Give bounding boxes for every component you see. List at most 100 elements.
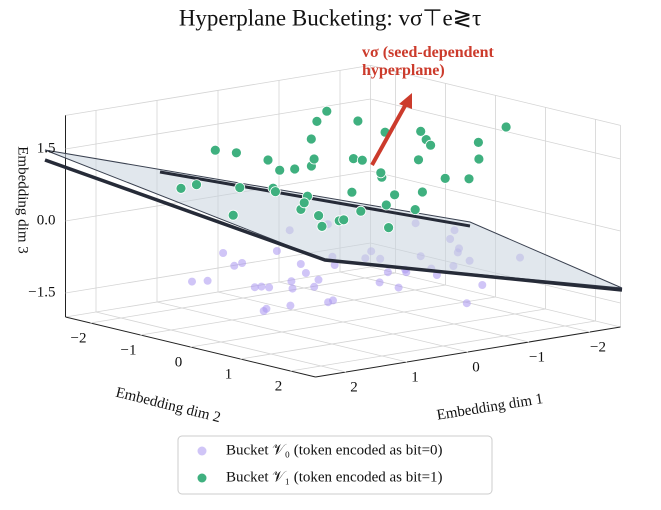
legend-items: Bucket 𝒱₀ (token encoded as bit=0) Bucket… bbox=[197, 442, 443, 485]
point bbox=[356, 154, 368, 166]
point bbox=[305, 133, 317, 145]
chart-title: Hyperplane Bucketing: vσ⊤e≷τ bbox=[179, 5, 481, 30]
point bbox=[230, 147, 242, 159]
point bbox=[219, 249, 228, 257]
point bbox=[269, 186, 281, 198]
x-tick-label: 2 bbox=[350, 379, 358, 395]
point bbox=[478, 281, 487, 289]
point bbox=[234, 182, 246, 194]
point bbox=[409, 204, 421, 216]
point bbox=[415, 125, 427, 137]
point bbox=[463, 173, 475, 185]
point bbox=[272, 247, 281, 255]
point bbox=[289, 163, 301, 175]
point bbox=[314, 275, 323, 284]
x-tick-label: 0 bbox=[472, 359, 480, 375]
point bbox=[330, 261, 339, 269]
point bbox=[416, 186, 428, 198]
point bbox=[311, 116, 323, 127]
x-tick-label: −1 bbox=[529, 349, 545, 365]
point bbox=[298, 197, 310, 209]
point bbox=[321, 105, 333, 117]
point bbox=[310, 282, 319, 291]
hyperplane-edge bbox=[44, 158, 623, 292]
point bbox=[209, 144, 221, 156]
normal-arrow bbox=[370, 103, 408, 166]
point bbox=[308, 153, 320, 165]
point bbox=[383, 222, 395, 234]
point bbox=[175, 182, 187, 194]
z-tick-label: −1.5 bbox=[28, 284, 55, 300]
point bbox=[262, 304, 271, 313]
point bbox=[227, 209, 239, 221]
point bbox=[274, 164, 286, 176]
point bbox=[425, 139, 437, 151]
y-tick-label: 1 bbox=[225, 366, 233, 382]
point bbox=[473, 153, 485, 165]
annotation: vσ (seed-dependent hyperplane) bbox=[362, 44, 494, 79]
point bbox=[439, 172, 451, 184]
point bbox=[375, 278, 384, 287]
point bbox=[316, 220, 328, 232]
point bbox=[238, 259, 247, 267]
point bbox=[313, 210, 325, 222]
y-tick-label: −2 bbox=[71, 330, 87, 346]
x-axis-label: Embedding dim 1 bbox=[436, 391, 545, 424]
legend-label: Bucket 𝒱₁ (token encoded as bit=1) bbox=[226, 469, 443, 485]
point bbox=[383, 268, 392, 277]
point bbox=[288, 284, 297, 293]
point bbox=[355, 205, 367, 217]
point bbox=[462, 299, 471, 308]
y-tick-label: 2 bbox=[275, 378, 283, 394]
legend-marker bbox=[197, 473, 207, 483]
point bbox=[188, 277, 196, 286]
legend-label: Bucket 𝒱₀ (token encoded as bit=0) bbox=[226, 442, 443, 458]
point bbox=[250, 283, 259, 292]
point bbox=[191, 179, 202, 191]
legend bbox=[177, 435, 493, 495]
z-tick-label: 1.5 bbox=[37, 140, 56, 156]
grid-line bbox=[240, 308, 546, 360]
arrow-head bbox=[399, 93, 412, 109]
point bbox=[301, 269, 310, 277]
point bbox=[380, 199, 392, 211]
legend-marker bbox=[197, 446, 207, 456]
grid-line bbox=[290, 320, 596, 372]
grid-line bbox=[140, 284, 446, 336]
y-axis-label: Embedding dim 2 bbox=[114, 385, 222, 427]
point bbox=[230, 261, 239, 270]
point bbox=[338, 214, 350, 226]
point bbox=[500, 121, 512, 133]
grid-line bbox=[370, 170, 621, 232]
x-tick-label: −2 bbox=[590, 339, 606, 355]
point bbox=[348, 153, 359, 165]
grid-line bbox=[65, 98, 371, 150]
point bbox=[346, 186, 358, 198]
point bbox=[329, 296, 337, 305]
hyperplane-edge bbox=[159, 170, 471, 228]
point bbox=[375, 167, 387, 179]
point bbox=[472, 136, 484, 148]
point bbox=[352, 115, 364, 127]
z-tick-label: 0.0 bbox=[37, 212, 56, 228]
point bbox=[257, 282, 266, 291]
z-axis-label: Embedding dim 3 bbox=[15, 146, 31, 254]
y-tick-label: −1 bbox=[121, 342, 137, 358]
point bbox=[296, 260, 305, 268]
hyperplane bbox=[44, 149, 623, 289]
point bbox=[394, 283, 403, 292]
x-tick-label: 1 bbox=[411, 369, 419, 385]
point bbox=[262, 154, 274, 166]
point bbox=[265, 283, 274, 292]
point bbox=[286, 301, 295, 310]
y-tick-label: 0 bbox=[175, 354, 183, 370]
point bbox=[287, 277, 296, 286]
point bbox=[413, 154, 424, 166]
grid-line bbox=[370, 98, 621, 160]
grid-line bbox=[190, 296, 496, 348]
point bbox=[203, 276, 212, 285]
annotation-box: vσ (seed-dependent hyperplane) bbox=[362, 44, 494, 79]
point bbox=[389, 189, 401, 201]
grid-line bbox=[90, 272, 396, 324]
